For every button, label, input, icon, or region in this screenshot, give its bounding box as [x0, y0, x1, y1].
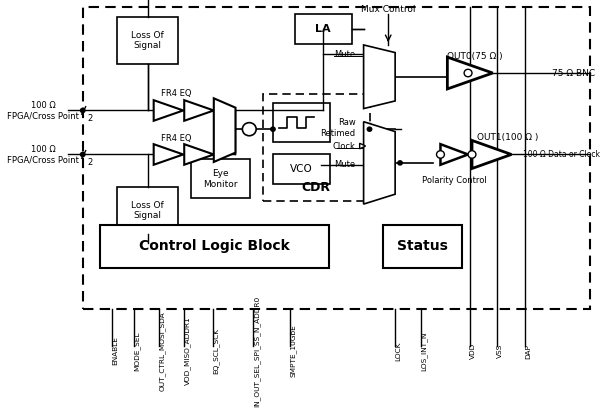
Polygon shape [364, 45, 395, 109]
Text: Control Logic Block: Control Logic Block [139, 239, 290, 253]
Circle shape [80, 108, 86, 113]
Bar [273, 103, 330, 142]
Text: OUT1(100 Ω ): OUT1(100 Ω ) [477, 133, 538, 142]
Text: Polarity Control: Polarity Control [422, 176, 486, 185]
Text: Mute: Mute [334, 160, 356, 169]
Circle shape [243, 123, 256, 136]
Text: LOS_INT_N: LOS_INT_N [421, 331, 427, 371]
Text: 2: 2 [88, 158, 93, 167]
Bar [263, 94, 370, 201]
Text: CDR: CDR [302, 181, 331, 194]
Bar [117, 187, 178, 234]
Circle shape [437, 151, 444, 158]
Bar [100, 225, 329, 268]
Text: Eye
Monitor: Eye Monitor [204, 169, 238, 188]
Bar [83, 7, 590, 309]
Text: 100 Ω
FPGA/Cross Point: 100 Ω FPGA/Cross Point [7, 145, 79, 164]
Polygon shape [184, 144, 214, 165]
Text: OUT_CTRL_MOSI_SDA: OUT_CTRL_MOSI_SDA [159, 311, 165, 391]
Text: VSS: VSS [497, 344, 503, 358]
Text: Clock: Clock [333, 142, 356, 151]
Polygon shape [447, 57, 492, 89]
Polygon shape [364, 122, 395, 204]
Text: VDD: VDD [470, 343, 476, 359]
Polygon shape [154, 144, 183, 165]
Text: DAP: DAP [525, 344, 531, 358]
Polygon shape [440, 144, 468, 165]
Circle shape [468, 151, 476, 158]
Text: 100 Ω
FPGA/Cross Point: 100 Ω FPGA/Cross Point [7, 101, 79, 120]
Bar [383, 225, 462, 268]
Text: 100 Ω Data or Clock: 100 Ω Data or Clock [523, 150, 600, 159]
Text: FR4 EQ: FR4 EQ [161, 89, 192, 98]
Circle shape [367, 126, 373, 132]
Bar [191, 159, 250, 199]
Polygon shape [360, 143, 365, 149]
Text: SMPTE_10GbE: SMPTE_10GbE [289, 325, 297, 377]
Text: OUT0(75 Ω ): OUT0(75 Ω ) [447, 52, 503, 61]
Circle shape [270, 126, 276, 132]
Text: 2: 2 [88, 114, 93, 123]
Circle shape [464, 69, 472, 77]
Text: VCO: VCO [290, 164, 313, 174]
Text: IN_OUT_SEL_SPI_SS_N_ADDR0: IN_OUT_SEL_SPI_SS_N_ADDR0 [253, 295, 260, 407]
Text: EQ_SCL_SCK: EQ_SCL_SCK [213, 328, 219, 374]
Text: Mux Control: Mux Control [361, 5, 415, 14]
Circle shape [80, 152, 86, 157]
Text: Retimed: Retimed [320, 129, 356, 138]
Polygon shape [184, 100, 214, 121]
Text: Status: Status [397, 239, 448, 253]
Polygon shape [214, 98, 235, 162]
Polygon shape [154, 100, 183, 121]
Text: Loss Of
Signal: Loss Of Signal [131, 31, 164, 50]
Bar [295, 14, 352, 44]
Text: MODE_SEL: MODE_SEL [134, 331, 140, 371]
Circle shape [397, 160, 403, 166]
Polygon shape [472, 140, 511, 169]
Text: Raw: Raw [338, 118, 356, 127]
Bar [117, 17, 178, 64]
Bar [273, 154, 330, 185]
Text: LOCK: LOCK [395, 341, 401, 361]
Text: VOD_MISO_ADDR1: VOD_MISO_ADDR1 [184, 317, 191, 385]
Text: 75 Ω BNC: 75 Ω BNC [552, 69, 595, 78]
Text: Mute: Mute [334, 50, 356, 59]
Text: FR4 EQ: FR4 EQ [161, 134, 192, 143]
Text: Loss Of
Signal: Loss Of Signal [131, 201, 164, 221]
Text: LA: LA [316, 24, 331, 34]
Text: ENABLE: ENABLE [112, 337, 119, 366]
